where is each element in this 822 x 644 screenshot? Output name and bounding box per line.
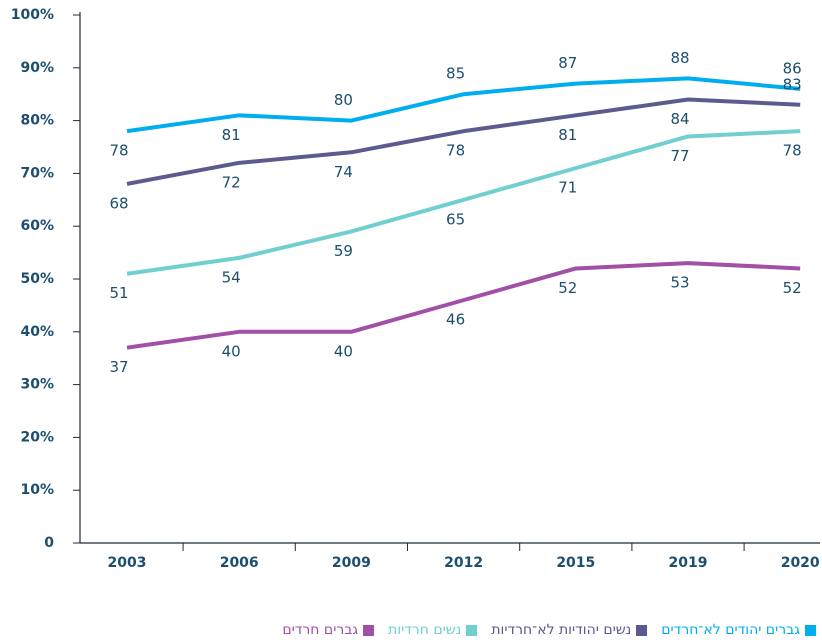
legend-item: נשים יהודיות לא־חרדיות xyxy=(491,622,647,638)
data-label: 74 xyxy=(334,163,353,181)
legend-label: נשים חרדיות xyxy=(388,622,461,638)
x-tick-label: 2015 xyxy=(556,555,595,571)
y-tick-label: 90% xyxy=(20,60,54,76)
legend-label: גברים חרדים xyxy=(282,622,358,638)
y-tick-label: 50% xyxy=(20,271,54,287)
data-label: 51 xyxy=(109,284,128,302)
x-tick-label: 2020 xyxy=(781,555,820,571)
y-tick-label: 30% xyxy=(20,377,54,393)
data-label: 65 xyxy=(446,210,465,228)
series-line xyxy=(127,78,800,131)
data-label: 52 xyxy=(783,279,802,297)
y-tick-label: 70% xyxy=(20,165,54,181)
data-label: 59 xyxy=(334,242,353,260)
data-label: 80 xyxy=(334,91,353,109)
data-label: 68 xyxy=(109,194,128,212)
x-tick-label: 2012 xyxy=(444,555,483,571)
data-label: 40 xyxy=(222,342,241,360)
x-tick-label: 2009 xyxy=(332,555,371,571)
data-label: 83 xyxy=(783,75,802,93)
x-tick-label: 2006 xyxy=(220,555,259,571)
x-tick-label: 2019 xyxy=(669,555,708,571)
x-tick-label: 2003 xyxy=(108,555,147,571)
data-label: 54 xyxy=(222,268,241,286)
y-tick-label: 80% xyxy=(20,113,54,129)
y-tick-label: 10% xyxy=(20,482,54,498)
data-label: 77 xyxy=(670,147,689,165)
data-label: 53 xyxy=(670,274,689,292)
data-label: 72 xyxy=(222,173,241,191)
legend-swatch xyxy=(466,625,477,636)
legend-item: נשים חרדיות xyxy=(388,622,477,638)
data-label: 78 xyxy=(783,142,802,160)
page: 0 10% 20% 30% 40% 50% 60% 70% 80% 90% 100% 2003 2006… xyxy=(0,0,822,644)
legend-label: נשים יהודיות לא־חרדיות xyxy=(491,622,631,638)
legend-label: גברים יהודים לא־חרדים xyxy=(661,622,800,638)
data-label: 52 xyxy=(558,279,577,297)
legend-swatch xyxy=(805,625,816,636)
y-tick-label: 20% xyxy=(20,429,54,445)
data-label: 81 xyxy=(558,126,577,144)
data-label: 81 xyxy=(222,126,241,144)
y-tick-label: 0 xyxy=(44,535,54,551)
data-label: 78 xyxy=(109,142,128,160)
data-label: 40 xyxy=(334,342,353,360)
legend: גברים יהודים לא־חרדים נשים יהודיות לא־חרד… xyxy=(282,622,816,638)
y-tick-label: 60% xyxy=(20,218,54,234)
data-label: 71 xyxy=(558,179,577,197)
data-label: 46 xyxy=(446,311,465,329)
data-label: 78 xyxy=(446,142,465,160)
legend-swatch xyxy=(363,625,374,636)
chart: 0 10% 20% 30% 40% 50% 60% 70% 80% 90% 100% 2003 2006… xyxy=(0,0,822,610)
y-tick-label: 100% xyxy=(11,7,54,23)
legend-swatch xyxy=(636,625,647,636)
data-label: 88 xyxy=(670,49,689,67)
data-label: 87 xyxy=(558,54,577,72)
legend-item: גברים יהודים לא־חרדים xyxy=(661,622,816,638)
data-label: 37 xyxy=(109,358,128,376)
data-label: 85 xyxy=(446,65,465,83)
legend-item: גברים חרדים xyxy=(282,622,374,638)
data-label: 84 xyxy=(670,110,689,128)
y-tick-label: 40% xyxy=(20,324,54,340)
